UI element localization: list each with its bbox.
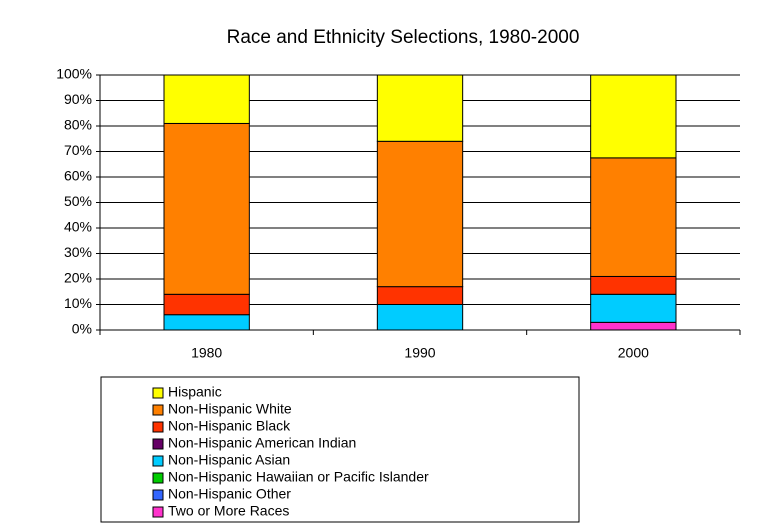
- legend-label: Hispanic: [168, 384, 222, 400]
- legend-swatch: [152, 404, 164, 416]
- bar-segment: [163, 293, 250, 316]
- bar-segment: [590, 157, 677, 277]
- y-tick-label: 10%: [64, 295, 92, 311]
- y-tick-label: 80%: [64, 117, 92, 133]
- y-tick-label: 50%: [64, 193, 92, 209]
- bar-segment: [163, 122, 250, 295]
- chart-title: Race and Ethnicity Selections, 1980-2000: [227, 27, 580, 48]
- bar-segment: [590, 293, 677, 323]
- legend-label: Non-Hispanic Asian: [168, 452, 290, 468]
- bar-segment: [590, 275, 677, 295]
- y-tick-label: 40%: [64, 219, 92, 235]
- legend-swatch: [152, 506, 164, 518]
- y-tick-label: 100%: [56, 66, 92, 82]
- bar-segment: [163, 74, 250, 124]
- legend-label: Two or More Races: [168, 503, 289, 519]
- bar-segment: [376, 140, 464, 288]
- legend-box: [100, 376, 580, 523]
- bar-segment: [590, 74, 677, 159]
- y-tick-label: 30%: [64, 244, 92, 260]
- legend-swatch: [152, 387, 164, 399]
- legend-label: Non-Hispanic American Indian: [168, 435, 356, 451]
- legend-swatch: [152, 421, 164, 433]
- legend-swatch: [152, 455, 164, 467]
- y-tick-label: 60%: [64, 168, 92, 184]
- legend-label: Non-Hispanic White: [168, 401, 292, 417]
- legend-label: Non-Hispanic Other: [168, 486, 291, 502]
- x-tick-label: 2000: [618, 345, 649, 361]
- x-tick-label: 1990: [404, 345, 435, 361]
- legend-swatch: [152, 472, 164, 484]
- bar-segment: [376, 286, 464, 305]
- bar-segment: [590, 321, 677, 331]
- bar-segment: [376, 304, 464, 331]
- y-tick-label: 0%: [72, 321, 92, 337]
- y-tick-label: 70%: [64, 142, 92, 158]
- legend-label: Non-Hispanic Black: [168, 418, 291, 434]
- legend-label: Non-Hispanic Hawaiian or Pacific Islande…: [168, 469, 429, 485]
- legend-swatch: [152, 438, 164, 450]
- x-tick-label: 1980: [191, 345, 222, 361]
- bar-segment: [163, 314, 250, 331]
- y-tick-label: 90%: [64, 91, 92, 107]
- bar-segment: [376, 74, 464, 142]
- legend-swatch: [152, 489, 164, 501]
- y-tick-label: 20%: [64, 270, 92, 286]
